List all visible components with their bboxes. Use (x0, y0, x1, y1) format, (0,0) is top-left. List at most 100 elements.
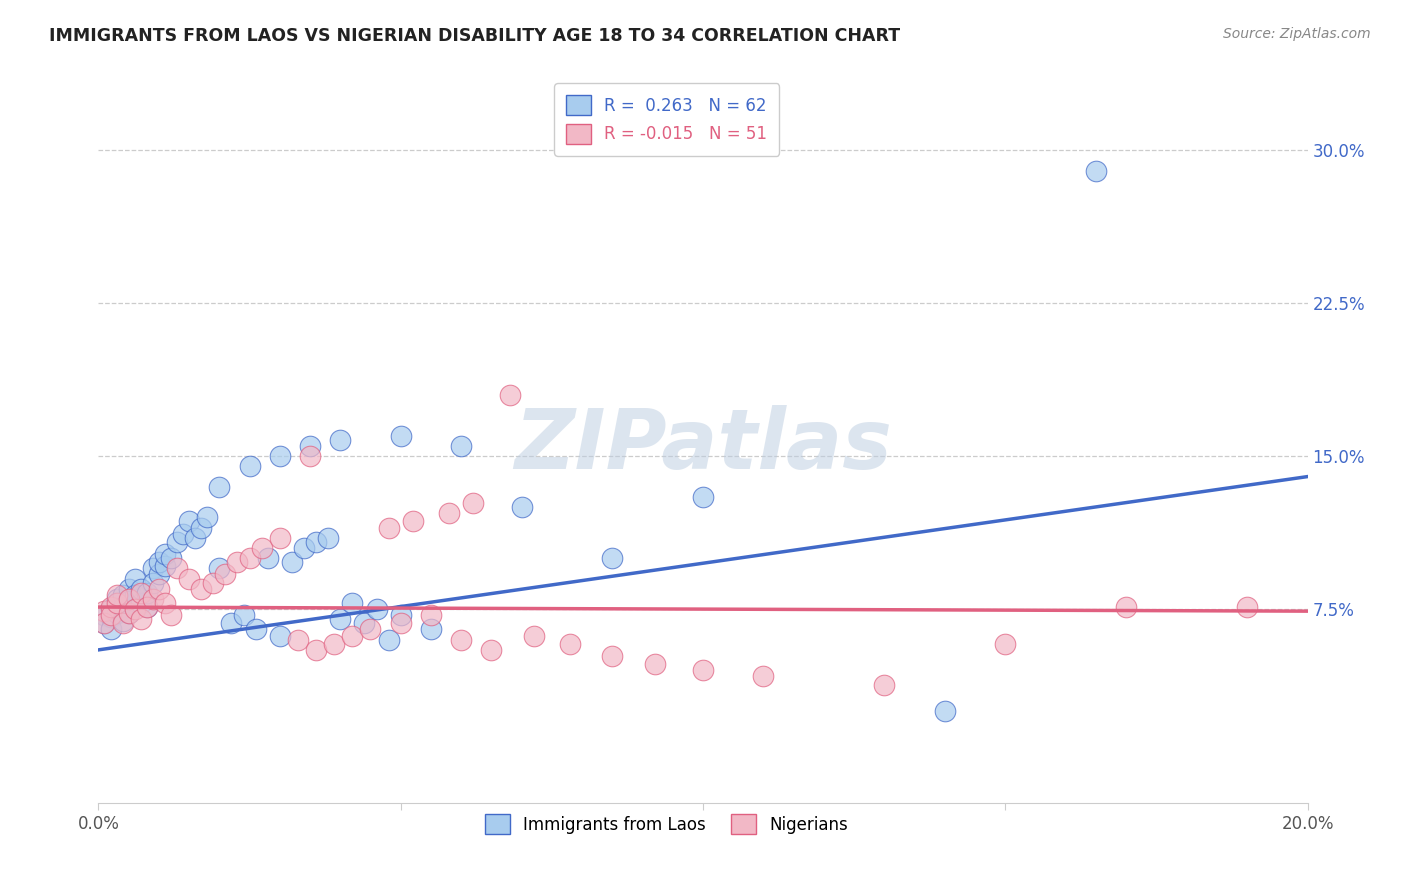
Point (111, 588, 134, 602)
Point (256, 551, 278, 566)
Point (353, 616, 375, 631)
Point (124, 602, 146, 616)
Point (105, 588, 128, 602)
Point (299, 449, 322, 463)
Point (93, 616, 115, 631)
Point (692, 490, 714, 504)
Point (129, 586, 152, 600)
Point (190, 520, 212, 534)
Text: ZIPatlas: ZIPatlas (515, 406, 891, 486)
Point (135, 600, 157, 615)
Point (1085, 163, 1108, 178)
Point (105, 591, 128, 606)
Point (481, 643, 503, 657)
Point (934, 704, 956, 718)
Point (190, 582, 212, 596)
Point (232, 608, 254, 623)
Text: Source: ZipAtlas.com: Source: ZipAtlas.com (1223, 27, 1371, 41)
Point (226, 555, 249, 569)
Point (129, 612, 152, 626)
Point (111, 616, 134, 631)
Point (510, 500, 533, 515)
Point (450, 632, 472, 647)
Point (153, 547, 176, 561)
Point (558, 637, 581, 651)
Point (184, 531, 207, 545)
Point (166, 561, 188, 575)
Point (111, 615, 134, 629)
Point (281, 555, 304, 569)
Point (498, 388, 520, 402)
Point (195, 510, 218, 524)
Text: IMMIGRANTS FROM LAOS VS NIGERIAN DISABILITY AGE 18 TO 34 CORRELATION CHART: IMMIGRANTS FROM LAOS VS NIGERIAN DISABIL… (49, 27, 900, 45)
Point (316, 531, 339, 545)
Point (105, 596, 128, 610)
Point (752, 669, 775, 683)
Point (93, 616, 115, 631)
Point (342, 629, 364, 643)
Point (402, 515, 425, 529)
Point (389, 616, 412, 631)
Point (360, 623, 382, 637)
Point (124, 588, 146, 602)
Point (111, 600, 134, 615)
Point (118, 606, 141, 620)
Point (269, 629, 291, 643)
Point (287, 632, 309, 647)
Point (118, 606, 141, 620)
Point (377, 632, 399, 647)
Point (305, 643, 328, 657)
Point (105, 596, 128, 610)
Point (153, 559, 176, 574)
Point (994, 637, 1017, 651)
Point (166, 534, 188, 549)
Point (420, 608, 443, 623)
Point (420, 623, 443, 637)
Point (437, 506, 460, 520)
Point (450, 439, 472, 453)
Point (153, 596, 176, 610)
Point (269, 531, 291, 545)
Point (148, 582, 170, 596)
Point (342, 596, 364, 610)
Point (100, 610, 122, 624)
Point (377, 520, 399, 534)
Point (245, 623, 267, 637)
Point (523, 629, 546, 643)
Point (692, 663, 714, 677)
Point (118, 582, 141, 596)
Point (299, 439, 322, 453)
Point (93, 608, 115, 623)
Point (239, 551, 262, 566)
Point (124, 572, 146, 586)
Point (305, 534, 328, 549)
Point (208, 561, 231, 575)
Point (135, 586, 157, 600)
Legend: Immigrants from Laos, Nigerians: Immigrants from Laos, Nigerians (475, 804, 858, 845)
Point (142, 591, 165, 606)
Point (250, 541, 273, 555)
Point (214, 567, 236, 582)
Point (463, 496, 485, 510)
Point (129, 596, 152, 610)
Point (160, 551, 183, 566)
Point (160, 608, 183, 623)
Point (329, 612, 352, 626)
Point (179, 515, 201, 529)
Point (93, 604, 115, 618)
Point (208, 480, 231, 494)
Point (172, 526, 194, 541)
Point (100, 623, 122, 637)
Point (366, 602, 388, 616)
Point (602, 551, 624, 566)
Point (873, 677, 896, 691)
Point (135, 600, 157, 615)
Point (329, 433, 352, 447)
Point (100, 608, 122, 623)
Point (129, 582, 152, 596)
Point (100, 600, 122, 615)
Point (118, 594, 141, 608)
Point (1236, 600, 1258, 615)
Point (100, 602, 122, 616)
Point (239, 459, 262, 474)
